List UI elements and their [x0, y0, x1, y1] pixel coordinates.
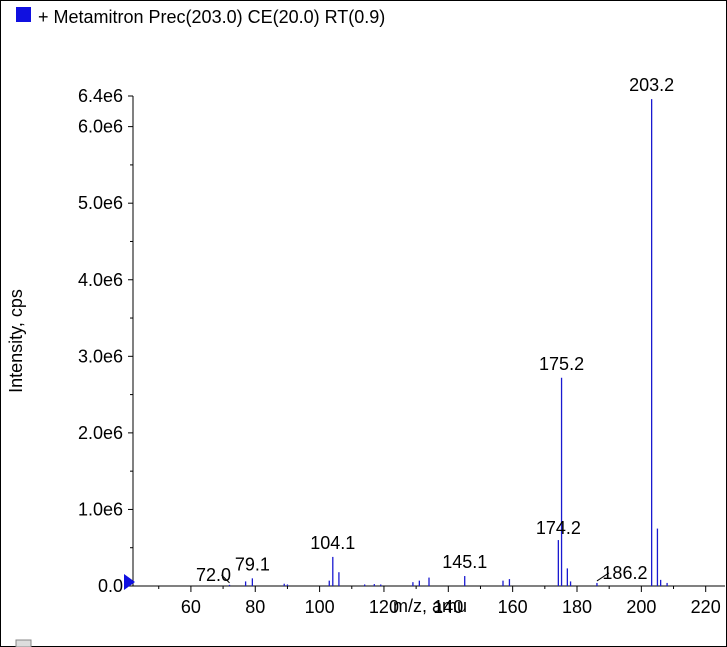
x-tick-label: 180 — [562, 597, 592, 617]
x-tick-label: 140 — [433, 597, 463, 617]
x-tick-label: 100 — [305, 597, 335, 617]
peak-label: 145.1 — [442, 552, 487, 572]
peak-label: 72.0 — [196, 565, 231, 585]
x-ticks: 60 80 100 120 140 160 180 200 220 — [158, 586, 721, 617]
peak-label: 186.2 — [602, 563, 647, 583]
plot-area: 0.0 1.0e6 2.0e6 3.0e6 4.0e6 5.0e6 6.0e6 6.4e6 6… — [78, 75, 725, 617]
chart-title: + Metamitron Prec(203.0) CE(20.0) RT(0.9… — [38, 7, 385, 27]
legend-marker — [16, 7, 31, 22]
y-tick-label: 0.0 — [98, 576, 123, 596]
x-tick-label: 220 — [691, 597, 721, 617]
peak-label: 203.2 — [629, 75, 674, 95]
x-tick-label: 160 — [498, 597, 528, 617]
x-tick-label: 80 — [245, 597, 265, 617]
x-tick-label: 120 — [369, 597, 399, 617]
peak-label: 175.2 — [539, 354, 584, 374]
peak-label-leader — [596, 572, 610, 582]
corner-marker — [15, 639, 32, 647]
y-ticks: 0.0 1.0e6 2.0e6 3.0e6 4.0e6 5.0e6 6.0e6 6.4e6 — [78, 86, 133, 596]
y-tick-label: 5.0e6 — [78, 193, 123, 213]
peak-label: 104.1 — [310, 533, 355, 553]
x-tick-label: 200 — [626, 597, 656, 617]
peak-label: 79.1 — [235, 554, 270, 574]
y-axis-label: Intensity, cps — [6, 289, 26, 393]
x-axis-label: m/z, amu — [393, 596, 467, 616]
peak-label-leader — [221, 574, 230, 584]
x-tick-label: 60 — [181, 597, 201, 617]
y-tick-label: 1.0e6 — [78, 499, 123, 519]
peak-label: 174.2 — [536, 518, 581, 538]
y-tick-label: 3.0e6 — [78, 346, 123, 366]
y-tick-label: 2.0e6 — [78, 423, 123, 443]
y-tick-label: 6.4e6 — [78, 86, 123, 106]
spectrum-peaks — [228, 99, 668, 586]
y-tick-label: 6.0e6 — [78, 117, 123, 137]
zero-marker-icon — [124, 574, 135, 590]
peak-labels: 72.079.1 104.1 145.1 174.2 175.2 186.2 203.2 — [196, 75, 674, 585]
y-tick-label: 4.0e6 — [78, 270, 123, 290]
